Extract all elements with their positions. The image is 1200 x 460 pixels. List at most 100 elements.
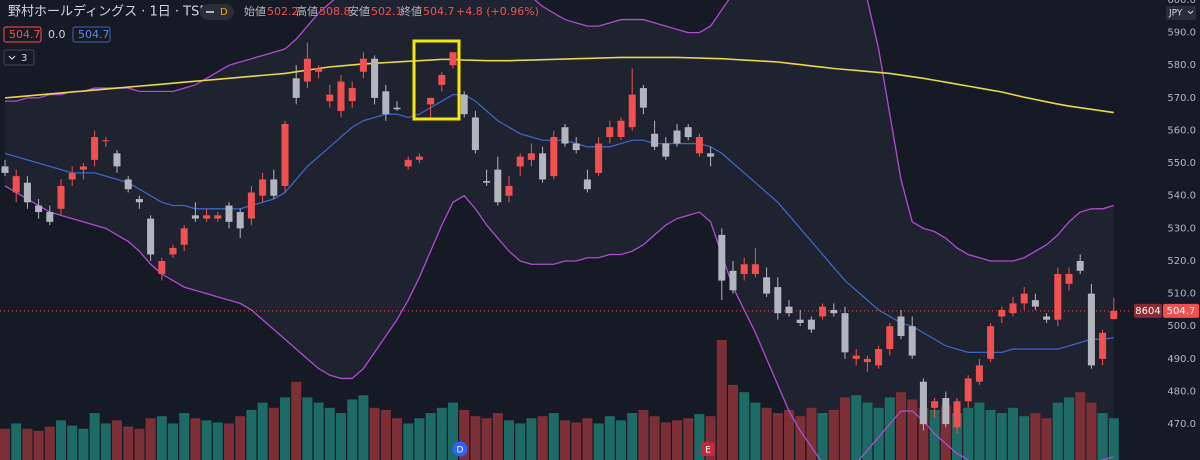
candle-body <box>975 365 983 382</box>
candle-body <box>987 326 995 359</box>
volume-bar <box>246 409 257 460</box>
candle-body <box>79 166 87 170</box>
volume-bar <box>235 416 246 460</box>
candle-body <box>673 130 681 144</box>
volume-bar <box>896 392 906 460</box>
candle-body <box>505 185 513 196</box>
volume-bar <box>750 402 761 460</box>
candle-body <box>494 169 502 203</box>
y-tick-label: 560.0 <box>1167 125 1196 136</box>
indicator-line <box>4 56 1114 114</box>
candle-body <box>561 127 569 144</box>
volume-bar <box>1086 402 1097 460</box>
volume-bar <box>212 422 223 460</box>
high-label: 高値 <box>296 4 318 18</box>
volume-bar <box>795 416 806 460</box>
candle-body <box>393 107 401 110</box>
volume-bar <box>1097 413 1108 460</box>
volume-bar <box>336 413 346 460</box>
volume-bar <box>772 413 783 460</box>
candle-body <box>1031 300 1039 307</box>
candle-body <box>124 179 132 190</box>
volume-bar <box>716 340 727 460</box>
event-marker[interactable] <box>701 442 715 456</box>
candle-body <box>135 199 143 203</box>
volume-bar <box>840 397 850 460</box>
event-marker[interactable] <box>452 441 468 457</box>
interval-badge: D <box>220 7 228 18</box>
volume-bar <box>324 407 335 460</box>
candle-body <box>359 58 367 72</box>
volume-bar <box>940 405 951 460</box>
volume-bar <box>649 416 660 460</box>
close-label: 終値 <box>400 4 422 18</box>
volume-bar <box>112 420 122 460</box>
volume-bar <box>728 384 738 460</box>
volume-bar <box>862 402 873 460</box>
volume-bar <box>537 416 548 460</box>
candle-body <box>259 179 267 196</box>
volume-bar <box>89 413 100 460</box>
volume-bar <box>806 407 817 460</box>
volume-bar <box>548 413 559 460</box>
volume-bar <box>627 413 638 460</box>
candle-body <box>471 117 479 151</box>
candle-body <box>595 143 603 173</box>
candle-body <box>315 68 323 72</box>
volume-bar <box>672 420 682 460</box>
volume-bar <box>414 418 425 460</box>
candle-body <box>292 78 300 98</box>
volume-bar <box>492 413 503 460</box>
candle-body <box>740 264 748 275</box>
volume-bar <box>257 402 268 460</box>
volume-bar <box>168 423 178 460</box>
volume-bar <box>134 428 145 460</box>
candle-body <box>35 205 43 213</box>
interval-pill[interactable] <box>200 4 234 20</box>
close-value: 504.7 <box>423 5 455 18</box>
event-label: E <box>705 446 711 456</box>
candle-body <box>964 378 972 402</box>
band-fill <box>5 0 1114 460</box>
volume-bar <box>201 420 212 460</box>
symbol-title: 野村ホールディングス · 1日 · TSE <box>8 4 208 20</box>
candle-body <box>774 287 782 314</box>
volume-bar <box>1108 418 1119 460</box>
collapse-button[interactable] <box>3 49 35 66</box>
candle-body <box>348 88 356 102</box>
candle-body <box>919 381 927 425</box>
candle-body <box>427 97 435 105</box>
price-tag <box>1163 303 1199 318</box>
candle-body <box>718 234 726 281</box>
volume-bar <box>571 422 582 460</box>
candle-body <box>270 179 278 196</box>
volume-bar <box>145 418 156 460</box>
indicator-value: 0.0 <box>48 28 66 41</box>
volume-bar <box>448 402 458 460</box>
candle-body <box>819 306 827 317</box>
volume-bar <box>22 428 33 460</box>
candle-body <box>830 309 838 314</box>
change-value: +4.8 (+0.96%) <box>456 5 539 18</box>
open-value: 502.2 <box>267 5 299 18</box>
event-label: D <box>457 446 464 456</box>
open-label: 始値 <box>244 4 266 18</box>
candle-body <box>583 179 591 190</box>
volume-bar <box>638 409 649 460</box>
candle-body <box>247 192 255 219</box>
candle-body <box>91 137 99 160</box>
volume-bar <box>459 409 470 460</box>
volume-bar <box>291 381 302 460</box>
candle-body <box>303 58 311 82</box>
volume-bar <box>739 392 750 460</box>
indicator-line <box>4 93 1114 353</box>
candle-body <box>785 306 793 314</box>
volume-bar <box>985 409 996 460</box>
volume-bar <box>67 425 78 460</box>
candle-body <box>695 137 703 154</box>
volume-bar <box>156 416 167 460</box>
volume-bar <box>526 418 537 460</box>
currency-button[interactable] <box>1166 6 1196 20</box>
